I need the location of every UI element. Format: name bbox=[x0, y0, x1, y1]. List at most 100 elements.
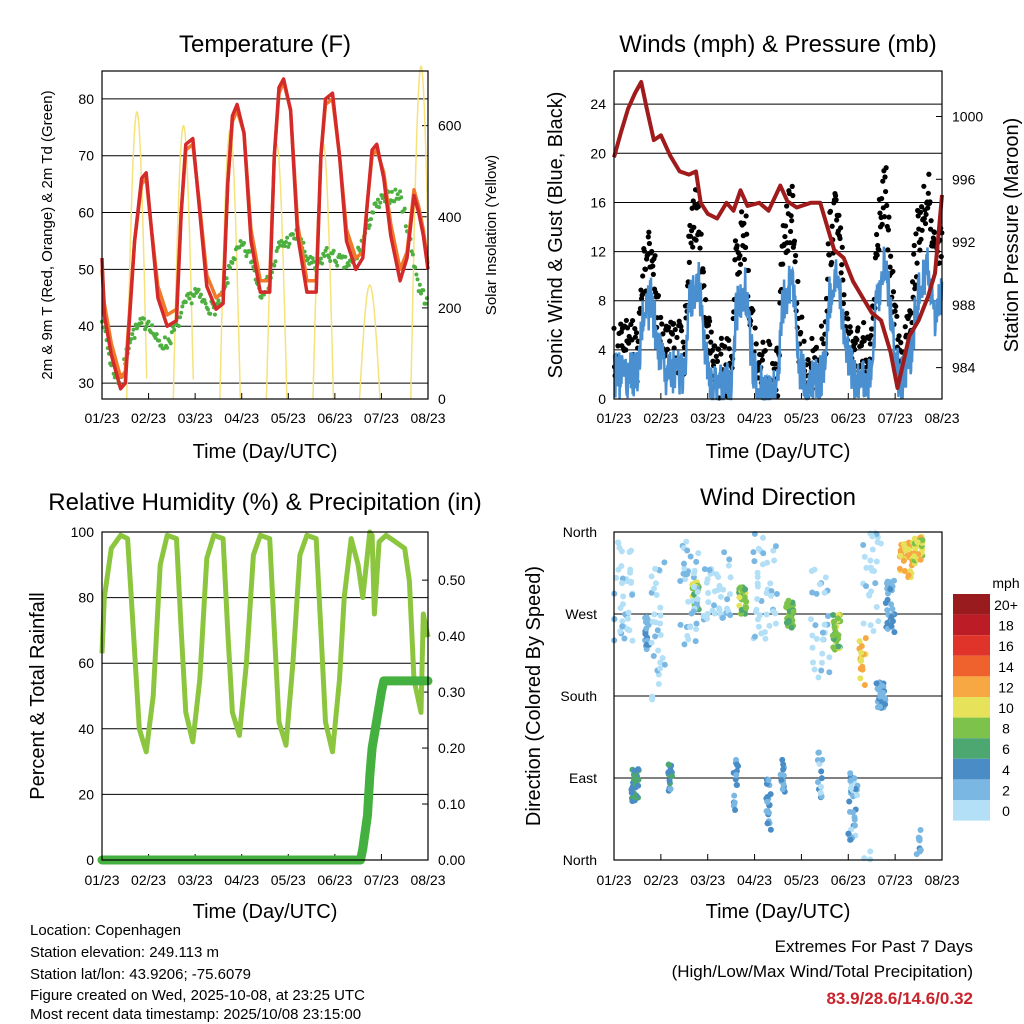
direction-point bbox=[711, 602, 718, 609]
gust-point bbox=[637, 310, 643, 316]
gust-point bbox=[880, 178, 886, 184]
chart-title: Relative Humidity (%) & Precipitation (i… bbox=[48, 489, 481, 516]
legend-label: 10 bbox=[998, 700, 1014, 716]
direction-point bbox=[666, 777, 673, 784]
data-point bbox=[283, 240, 288, 245]
data-point bbox=[168, 341, 173, 346]
gust-point bbox=[688, 240, 694, 246]
data-point bbox=[244, 254, 249, 259]
data-point bbox=[183, 300, 188, 305]
direction-point bbox=[682, 571, 689, 578]
data-point bbox=[421, 288, 426, 293]
x-tick-label: 07/23 bbox=[364, 872, 399, 888]
gust-point bbox=[821, 341, 827, 347]
gust-point bbox=[899, 349, 905, 355]
gust-point bbox=[645, 234, 651, 240]
gust-point bbox=[624, 325, 631, 331]
legend-label: 8 bbox=[1002, 721, 1010, 737]
direction-point bbox=[816, 581, 823, 588]
gust-point bbox=[789, 183, 795, 189]
direction-point bbox=[847, 770, 854, 777]
gust-point bbox=[615, 343, 621, 349]
gust-point bbox=[693, 237, 699, 243]
x-tick-label: 02/23 bbox=[131, 872, 166, 888]
direction-point bbox=[717, 593, 724, 600]
direction-point bbox=[900, 557, 907, 564]
direction-point bbox=[727, 574, 734, 581]
direction-point bbox=[917, 847, 924, 854]
direction-point bbox=[654, 627, 661, 634]
direction-point bbox=[677, 621, 684, 628]
direction-point bbox=[628, 547, 635, 554]
gust-point bbox=[674, 334, 680, 341]
y-tick-label: 12 bbox=[590, 244, 606, 260]
gust-point bbox=[698, 231, 704, 237]
direction-point bbox=[732, 776, 739, 783]
direction-point bbox=[667, 785, 674, 792]
legend-swatch bbox=[953, 800, 990, 821]
y-tick-label: 20 bbox=[78, 786, 94, 802]
y-tick-label: 24 bbox=[590, 96, 606, 112]
series-2m-td bbox=[100, 187, 429, 389]
gust-point bbox=[752, 325, 758, 331]
gust-point bbox=[741, 256, 748, 263]
direction-point bbox=[917, 827, 924, 834]
direction-point bbox=[716, 607, 723, 614]
data-point bbox=[285, 235, 290, 240]
x-tick-label: 01/23 bbox=[596, 872, 631, 888]
gust-point bbox=[839, 244, 845, 250]
data-point bbox=[242, 241, 247, 246]
data-point bbox=[335, 263, 340, 268]
series-line bbox=[100, 77, 430, 391]
direction-point bbox=[651, 585, 658, 592]
gust-point bbox=[818, 323, 825, 329]
direction-point bbox=[811, 666, 818, 673]
gust-point bbox=[759, 357, 766, 363]
gust-point bbox=[799, 314, 805, 320]
data-point bbox=[403, 224, 408, 229]
y2-tick-label: 0.00 bbox=[438, 852, 465, 868]
direction-point bbox=[875, 618, 882, 625]
direction-point bbox=[911, 553, 918, 560]
direction-point bbox=[754, 569, 761, 576]
x-tick-label: 01/23 bbox=[596, 410, 631, 426]
series-line bbox=[97, 676, 433, 865]
direction-point bbox=[809, 589, 816, 596]
direction-point bbox=[743, 598, 750, 605]
gust-point bbox=[709, 347, 716, 353]
direction-point bbox=[863, 564, 870, 571]
direction-point bbox=[917, 556, 924, 563]
elevation-text: Station elevation: 249.113 m bbox=[30, 944, 219, 961]
direction-point bbox=[733, 756, 740, 763]
data-point bbox=[172, 327, 177, 332]
y2-axis-label: Solar Insolation (Yellow) bbox=[483, 155, 500, 315]
plot-frame bbox=[613, 531, 943, 861]
data-point bbox=[334, 260, 339, 265]
gust-point bbox=[652, 253, 658, 259]
gust-point bbox=[931, 229, 938, 235]
direction-point bbox=[773, 590, 780, 597]
speed-legend: mph 20+ 18 16 14 12 10 8 6 4 2 0 bbox=[953, 575, 1020, 821]
direction-point bbox=[821, 621, 828, 628]
direction-point bbox=[693, 620, 700, 627]
gust-point bbox=[646, 229, 652, 235]
direction-point bbox=[731, 792, 738, 799]
direction-point bbox=[897, 547, 904, 554]
gust-point bbox=[788, 213, 794, 219]
data-point bbox=[238, 239, 243, 244]
direction-point bbox=[651, 611, 658, 618]
direction-point bbox=[624, 615, 631, 622]
data-point bbox=[157, 338, 162, 343]
extremes-box: Extremes For Past 7 Days (High/Low/Max W… bbox=[672, 937, 973, 1008]
data-point bbox=[247, 249, 252, 254]
direction-point bbox=[817, 789, 824, 796]
gust-point bbox=[722, 344, 728, 350]
direction-point bbox=[821, 589, 828, 596]
gust-point bbox=[640, 273, 646, 279]
direction-point bbox=[682, 576, 689, 583]
direction-point bbox=[619, 623, 626, 630]
legend-label: 16 bbox=[998, 638, 1014, 654]
legend-swatch bbox=[953, 717, 990, 739]
data-point bbox=[130, 332, 135, 337]
gust-point bbox=[917, 209, 924, 215]
